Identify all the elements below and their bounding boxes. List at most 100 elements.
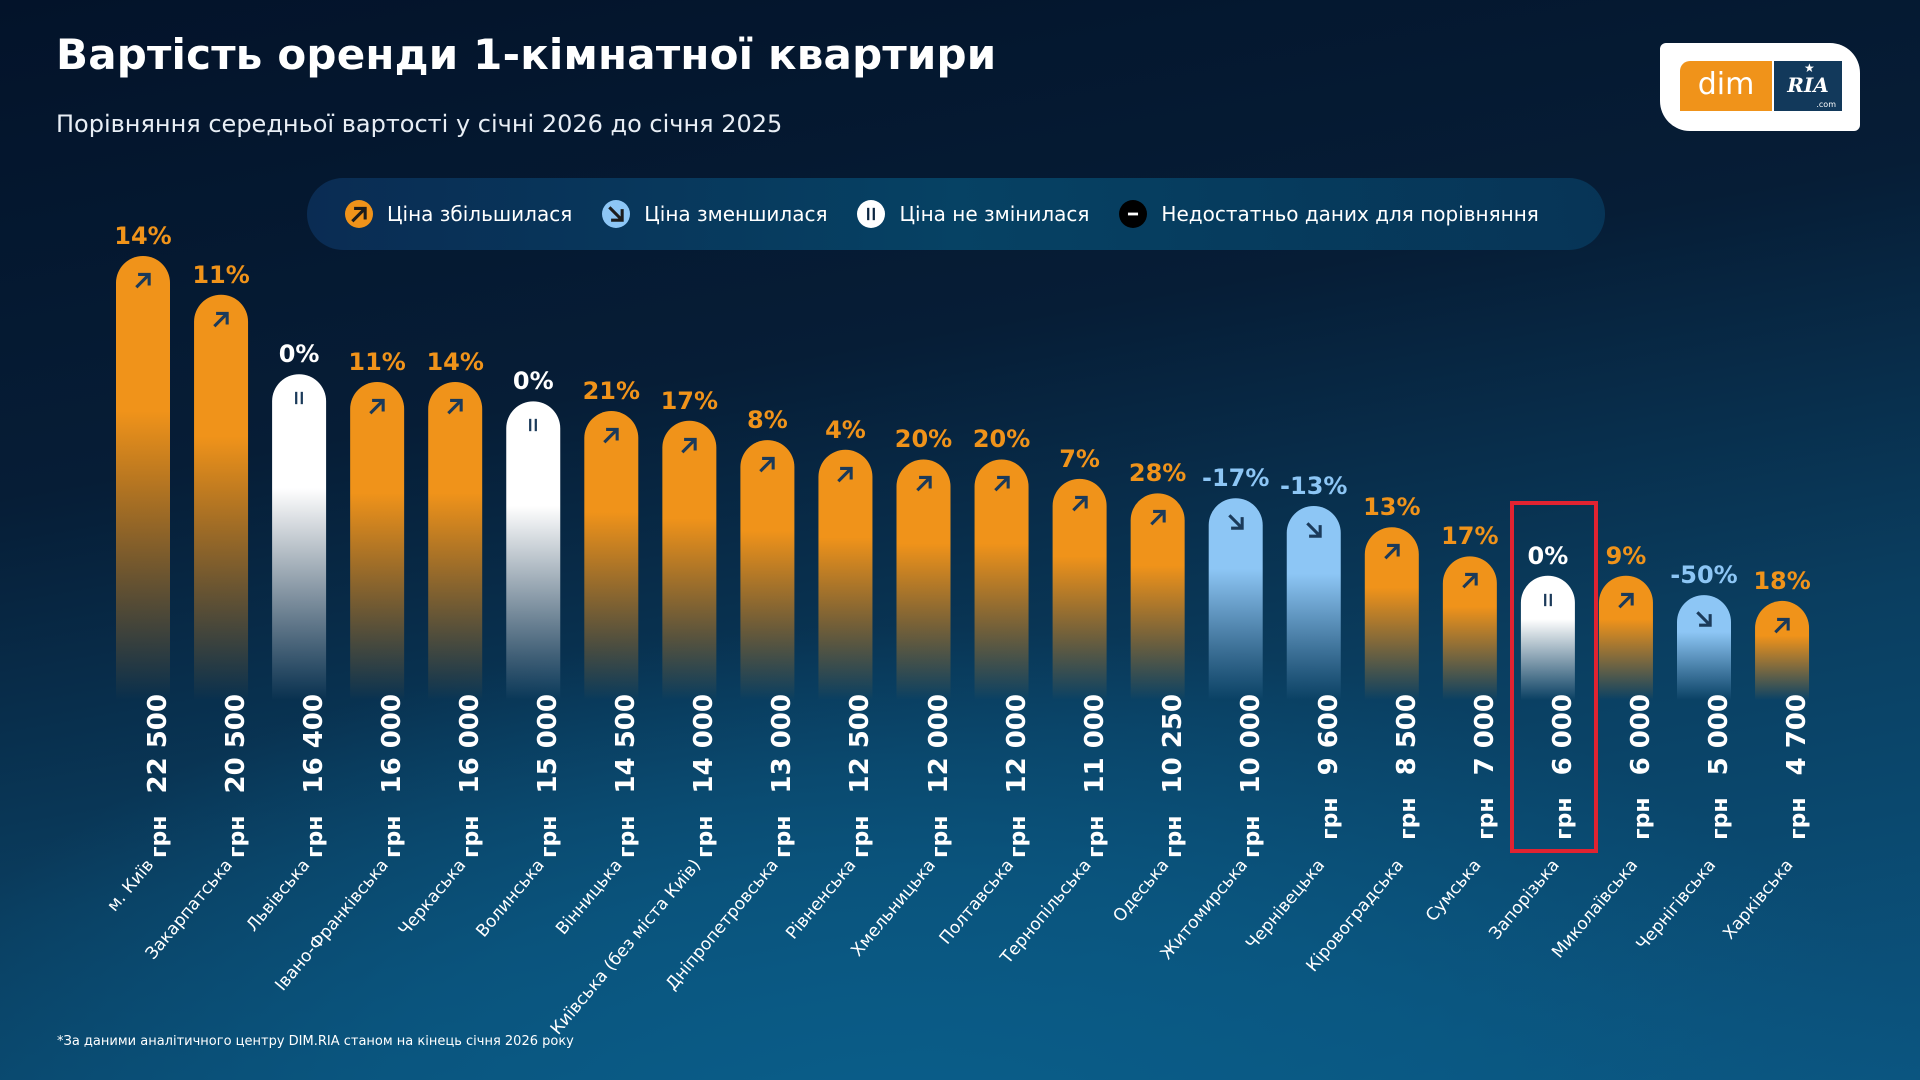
- logo-com-text: .com: [1816, 100, 1836, 109]
- price-value: 14 500: [611, 694, 642, 794]
- change-label: -50%: [1670, 561, 1738, 590]
- change-label: 21%: [582, 377, 641, 406]
- arrow-up-right-icon: [129, 266, 157, 294]
- change-label: 11%: [348, 347, 406, 376]
- arrow-up-right-icon: [363, 392, 391, 420]
- bar-10: [896, 459, 951, 700]
- change-label: 0%: [512, 367, 554, 396]
- currency-label: грн: [849, 815, 875, 858]
- arrow-up-right-icon: [910, 469, 938, 497]
- bar-17: [1442, 556, 1497, 700]
- price-label: грн 10 250: [1158, 694, 1188, 858]
- arrow-up-right-icon: [1378, 537, 1406, 565]
- arrow-up-right-icon: [1768, 611, 1796, 639]
- price-label: грн 11 000: [1080, 694, 1110, 858]
- price-value: 10 250: [1157, 694, 1188, 794]
- bar-4: [428, 381, 483, 700]
- legend-label: Недостатньо даних для порівняння: [1161, 202, 1539, 226]
- bar-2: [272, 374, 327, 700]
- bar-7: [662, 420, 717, 700]
- star-icon: ★: [1804, 61, 1815, 75]
- currency-label: грн: [1707, 797, 1733, 840]
- currency-label: грн: [459, 815, 485, 858]
- arrow-up-right-icon: [675, 431, 703, 459]
- change-label: 17%: [660, 386, 719, 415]
- logo-dim-text: dim: [1680, 61, 1772, 111]
- currency-label: грн: [1083, 815, 1109, 858]
- bar-13: [1130, 493, 1185, 700]
- legend-item-up: Ціна збільшилася: [345, 200, 572, 228]
- price-value: 6 000: [1625, 694, 1656, 776]
- price-value: 4 700: [1781, 694, 1812, 776]
- bar-0: [116, 256, 170, 700]
- logo-ria-text: RIA: [1787, 73, 1829, 97]
- currency-label: грн: [1395, 797, 1421, 840]
- price-label: грн 12 000: [1002, 694, 1032, 858]
- bar-8: [740, 440, 795, 700]
- change-label: 4%: [825, 415, 866, 444]
- arrow-down-right-icon: [1222, 508, 1250, 536]
- bar-21: [1755, 600, 1810, 700]
- change-label: 28%: [1128, 459, 1187, 488]
- arrow-up-right-icon: [753, 450, 781, 478]
- bar-19: [1598, 575, 1653, 700]
- currency-label: грн: [225, 815, 251, 858]
- bar-12: [1052, 478, 1107, 700]
- price-label: грн 12 500: [845, 694, 875, 858]
- minus-icon: [1119, 200, 1148, 228]
- legend-label: Ціна зменшилася: [644, 202, 828, 226]
- price-value: 5 000: [1703, 694, 1734, 776]
- price-label: грн 16 000: [377, 694, 407, 858]
- arrow-down-right-icon: [602, 200, 631, 228]
- footnote: *За даними аналітичного центру DIM.RIA с…: [57, 1034, 574, 1049]
- currency-label: грн: [1317, 797, 1343, 840]
- price-value: 11 000: [1079, 694, 1110, 794]
- price-label: грн 6 000: [1626, 694, 1656, 840]
- bar-1: [194, 294, 249, 700]
- currency-label: грн: [1005, 815, 1031, 858]
- price-value: 9 600: [1313, 694, 1344, 776]
- price-value: 12 000: [923, 694, 954, 794]
- bar-20: [1677, 595, 1731, 700]
- page-title: Вартість оренди 1-кімнатної квартири: [56, 30, 997, 79]
- change-label: 8%: [747, 406, 788, 435]
- currency-label: грн: [771, 815, 797, 858]
- change-label: 9%: [1605, 541, 1647, 570]
- currency-label: грн: [1239, 815, 1265, 858]
- change-label: 13%: [1363, 493, 1421, 522]
- bar-3: [350, 381, 405, 700]
- currency-label: грн: [927, 815, 953, 858]
- change-label: -17%: [1201, 464, 1270, 493]
- currency-label: грн: [615, 815, 641, 858]
- legend-item-same: Ціна не змінилася: [857, 200, 1089, 228]
- price-value: 16 400: [299, 694, 330, 794]
- price-value: 10 000: [1235, 694, 1266, 794]
- price-label: грн 16 000: [455, 694, 485, 858]
- price-value: 20 500: [221, 694, 252, 794]
- bar-9: [818, 449, 873, 700]
- currency-label: грн: [1473, 797, 1499, 840]
- arrow-up-right-icon: [597, 421, 625, 449]
- arrow-up-right-icon: [441, 392, 469, 420]
- price-value: 12 500: [845, 694, 876, 794]
- price-label: грн 7 000: [1470, 694, 1500, 840]
- price-label: грн 13 000: [767, 694, 797, 858]
- price-label: грн 5 000: [1704, 694, 1734, 840]
- price-label: грн 14 500: [611, 694, 641, 858]
- change-label: 11%: [192, 260, 250, 289]
- bar-18: [1520, 575, 1575, 700]
- arrow-up-right-icon: [1612, 586, 1640, 614]
- currency-label: грн: [381, 815, 407, 858]
- price-value: 14 000: [689, 694, 720, 794]
- change-label: 14%: [426, 347, 484, 376]
- change-label: 0%: [278, 340, 320, 369]
- price-value: 15 000: [533, 694, 564, 794]
- change-label: 17%: [1441, 522, 1499, 551]
- change-label: -13%: [1280, 471, 1348, 500]
- price-label: грн 22 500: [143, 694, 173, 858]
- price-label: грн 9 600: [1314, 694, 1344, 840]
- change-label: 18%: [1753, 566, 1811, 595]
- price-value: 16 000: [377, 694, 408, 794]
